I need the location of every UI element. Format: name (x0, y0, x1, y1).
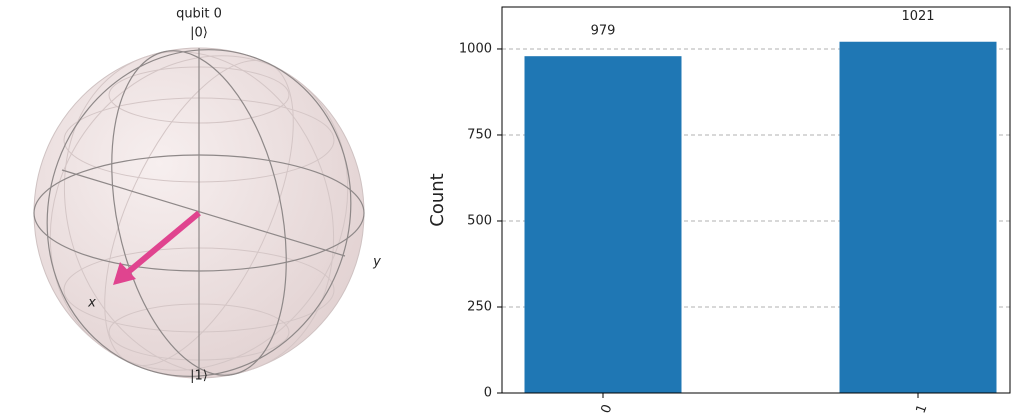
y-tick-label: 250 (467, 299, 492, 314)
y-tick-label: 500 (467, 213, 492, 228)
x-tick-label: 0 (599, 403, 616, 416)
bar (524, 56, 682, 394)
x-tick-label: 1 (914, 403, 931, 416)
bar-chart: Count 0 250 500 750 1000 979 0 1021 1 (427, 6, 1011, 416)
x-label: x (87, 296, 96, 311)
y-tick-label: 0 (484, 386, 492, 401)
state-arrow (125, 210, 201, 276)
y-axis-label: Count (427, 173, 448, 226)
value-label: 979 (591, 24, 616, 39)
bloch-sphere: qubit 0 |0⟩ |1⟩ x y (33, 7, 381, 384)
arrow-head (113, 262, 136, 285)
y-tick-label: 750 (467, 127, 492, 142)
axes-circles (33, 48, 365, 378)
bloch-title: qubit 0 (176, 7, 222, 22)
plot-frame (501, 6, 1011, 394)
y-tick-label: 1000 (459, 41, 492, 56)
y-label: y (372, 255, 381, 270)
one-label: |1⟩ (190, 369, 208, 384)
zero-label: |0⟩ (190, 26, 208, 41)
bar (839, 41, 997, 393)
value-label: 1021 (901, 9, 934, 24)
